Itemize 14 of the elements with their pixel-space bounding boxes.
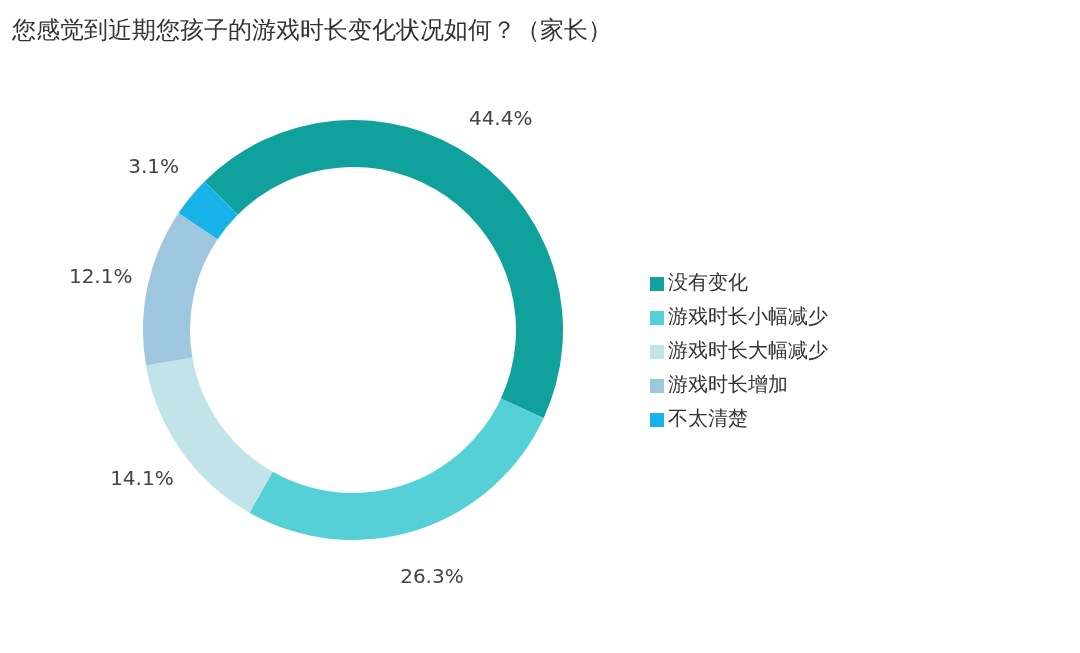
- donut-slice: [143, 213, 218, 366]
- data-label: 12.1%: [68, 264, 133, 289]
- donut-slice: [249, 398, 544, 540]
- legend-label: 不太清楚: [668, 406, 748, 430]
- data-label: 44.4%: [468, 106, 533, 131]
- data-label: 26.3%: [400, 563, 464, 588]
- donut-slice: [178, 181, 238, 240]
- legend-label: 游戏时长增加: [668, 372, 788, 396]
- legend-label: 没有变化: [668, 270, 748, 294]
- legend-label: 游戏时长大幅减少: [668, 338, 828, 362]
- data-label: 3.1%: [128, 154, 180, 179]
- legend-label: 游戏时长小幅减少: [668, 304, 828, 328]
- data-label: 14.1%: [110, 466, 174, 491]
- chart-title: 您感觉到近期您孩子的游戏时长变化状况如何？（家长）: [11, 15, 613, 46]
